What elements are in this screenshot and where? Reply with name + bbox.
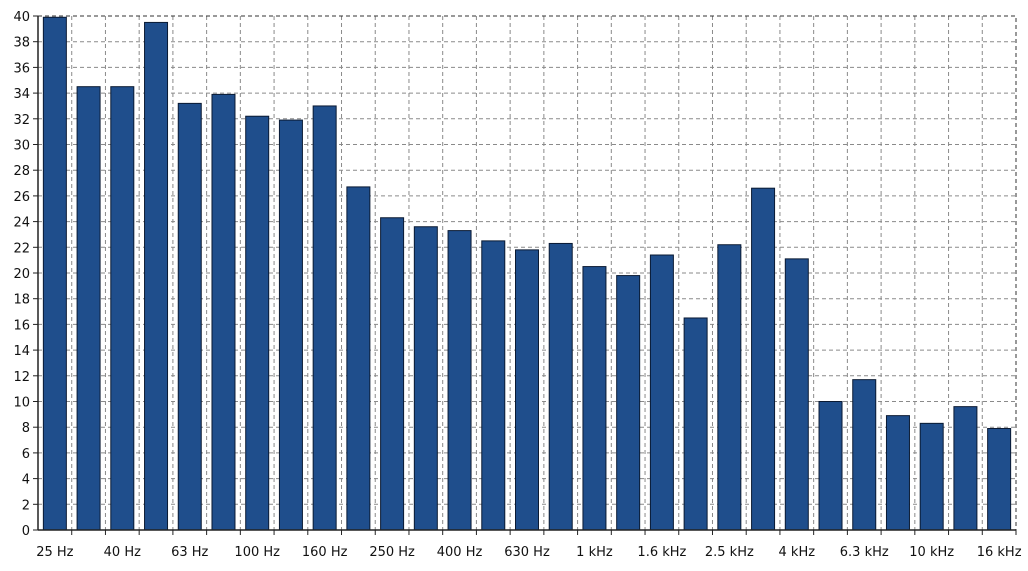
x-tick-label: 6.3 kHz [840,545,889,560]
bar [919,422,944,531]
bar [177,102,202,531]
y-tick-label: 38 [13,36,30,51]
bar [447,230,472,531]
y-tick-label: 26 [13,190,30,205]
y-tick-label: 4 [22,473,30,488]
x-tick-label: 250 Hz [369,545,415,560]
x-tick-label: 2.5 kHz [705,545,754,560]
y-tick-label: 2 [22,498,30,513]
bar [481,240,506,531]
bar [211,93,236,531]
bar [413,226,438,531]
x-tick-label: 100 Hz [234,545,280,560]
x-tick-label: 63 Hz [171,545,208,560]
y-tick-label: 32 [13,113,30,128]
x-tick-label: 630 Hz [504,545,550,560]
bar [278,119,303,531]
bar [852,379,877,531]
bar [515,249,539,531]
y-tick-label: 6 [22,447,30,462]
y-tick-label: 20 [13,267,30,282]
y-tick-label: 22 [13,241,30,256]
y-tick-label: 16 [13,318,30,333]
y-tick-label: 0 [22,524,30,539]
x-tick-label: 25 Hz [36,545,73,560]
bar [380,217,405,531]
x-tick-label: 1 kHz [576,545,613,560]
bar [953,406,978,531]
x-tick-label: 1.6 kHz [637,545,686,560]
y-tick-label: 40 [13,10,30,25]
bar [717,244,742,531]
x-tick-label: 10 kHz [909,545,954,560]
bar [616,275,641,531]
x-tick-label: 40 Hz [104,545,141,560]
y-tick-label: 28 [13,164,30,179]
x-tick-label: 400 Hz [437,545,483,560]
y-tick-label: 10 [13,396,30,411]
bar [144,21,169,531]
bar [76,86,101,531]
bar [42,16,67,531]
bar [110,86,135,531]
bar [245,115,270,531]
bar [987,427,1012,531]
bar [582,266,607,531]
y-tick-label: 12 [13,370,30,385]
y-tick-label: 30 [13,139,30,154]
bars-layer [42,16,1012,531]
bar [346,186,371,531]
bar [818,401,843,531]
bar [751,187,776,531]
y-tick-label: 24 [13,216,30,231]
y-tick-label: 18 [13,293,30,308]
y-tick-label: 34 [13,87,30,102]
bar [885,415,910,531]
x-axis-ticks: 25 Hz 40 Hz 63 Hz 100 Hz 160 Hz 250 Hz 400 Hz 6… [36,530,1022,560]
x-tick-label: 160 Hz [302,545,348,560]
bar [312,105,337,531]
y-tick-label: 36 [13,61,30,76]
bar [683,317,708,531]
bar [548,242,573,531]
y-tick-label: 8 [22,421,30,436]
bar [784,258,809,531]
x-tick-label: 4 kHz [779,545,816,560]
y-tick-label: 14 [13,344,30,359]
bar [649,254,674,531]
x-tick-label: 16 kHz [977,545,1022,560]
